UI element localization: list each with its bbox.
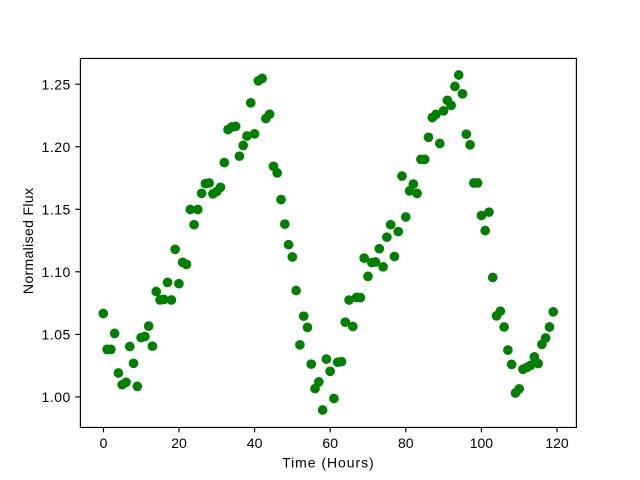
- svg-text:1.00: 1.00: [42, 389, 71, 405]
- svg-text:1.20: 1.20: [42, 139, 71, 155]
- svg-text:Normalised Flux: Normalised Flux: [20, 188, 36, 294]
- svg-text:1.15: 1.15: [42, 201, 71, 217]
- svg-text:0: 0: [100, 435, 108, 451]
- svg-text:100: 100: [470, 435, 494, 451]
- svg-text:20: 20: [171, 435, 187, 451]
- svg-text:80: 80: [398, 435, 414, 451]
- svg-text:1.25: 1.25: [42, 76, 71, 92]
- svg-text:Time (Hours): Time (Hours): [282, 455, 375, 471]
- svg-text:60: 60: [322, 435, 338, 451]
- svg-text:120: 120: [545, 435, 569, 451]
- svg-text:40: 40: [247, 435, 263, 451]
- svg-text:1.10: 1.10: [42, 264, 71, 280]
- svg-text:1.05: 1.05: [42, 327, 71, 343]
